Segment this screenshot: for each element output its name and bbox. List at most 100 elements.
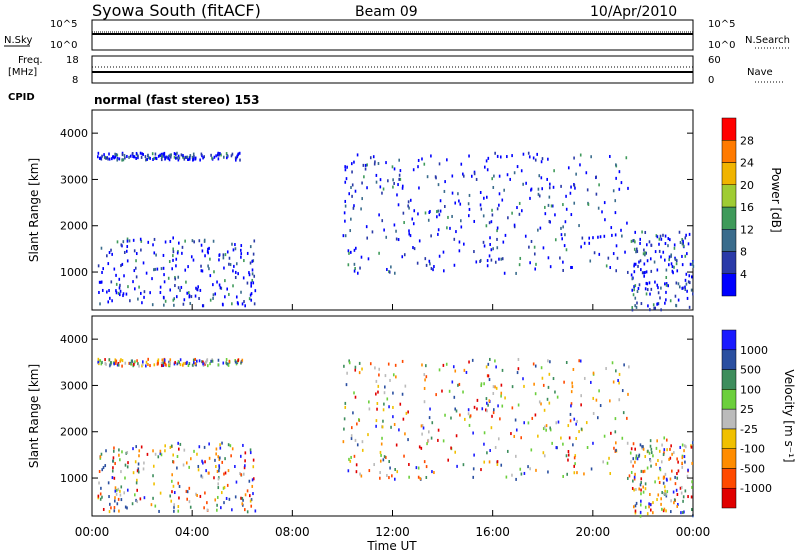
echo-cell (427, 438, 430, 442)
echo-cell (207, 264, 209, 268)
echo-cell (375, 424, 377, 428)
echo-cell (344, 219, 346, 223)
echo-cell (570, 213, 573, 217)
echo-cell (379, 459, 382, 463)
echo-cell (635, 454, 638, 458)
echo-cell (244, 459, 246, 463)
echo-cell (640, 499, 642, 503)
echo-cell (642, 470, 645, 474)
echo-cell (134, 266, 137, 270)
echo-cell (430, 436, 433, 440)
echo-cell (169, 239, 172, 243)
echo-cell (389, 378, 391, 382)
freq-label: Freq. (18, 55, 43, 66)
echo-cell (437, 232, 439, 236)
echo-cell (569, 419, 572, 423)
echo-cell (563, 244, 566, 248)
echo-cell (178, 484, 181, 488)
echo-cell (583, 472, 585, 476)
echo-cell (678, 230, 681, 234)
echo-cell (586, 188, 589, 192)
echo-cell (424, 257, 427, 261)
echo-cell (454, 201, 457, 205)
echo-cell (239, 454, 242, 458)
echo-cell (653, 306, 656, 310)
echo-cell (430, 234, 432, 238)
echo-cell (615, 269, 618, 273)
echo-cell (537, 228, 539, 232)
echo-cell (254, 289, 257, 293)
echo-cell (683, 455, 686, 459)
x-tick-label: 20:00 (576, 525, 611, 539)
echo-cell (592, 396, 595, 400)
echo-cell (190, 255, 193, 259)
echo-cell (212, 296, 214, 300)
echo-cell (627, 392, 629, 396)
x-tick-label: 08:00 (275, 525, 310, 539)
echo-cell (423, 400, 426, 404)
echo-cell (592, 236, 594, 240)
echo-cell (129, 361, 132, 365)
echo-cell (242, 498, 244, 502)
echo-cell (198, 239, 201, 243)
echo-cell (686, 252, 688, 256)
echo-cell (112, 456, 115, 460)
echo-cell (399, 169, 402, 173)
y-tick-label: 4000 (60, 333, 88, 346)
echo-cell (108, 152, 110, 156)
echo-cell (498, 203, 500, 207)
echo-cell (172, 258, 174, 262)
echo-cell (476, 407, 478, 411)
echo-cell (358, 371, 361, 375)
echo-cell (580, 394, 582, 398)
echo-cell (177, 158, 180, 162)
echo-cell (235, 480, 238, 484)
echo-cell (136, 488, 138, 492)
echo-cell (137, 467, 140, 471)
echo-cell (412, 168, 415, 172)
echo-cell (460, 225, 463, 229)
echo-cell (249, 499, 252, 503)
echo-cell (162, 266, 165, 270)
echo-cell (674, 482, 677, 486)
echo-cell (633, 488, 635, 492)
echo-cell (632, 479, 634, 483)
echo-cell (97, 151, 100, 155)
echo-cell (159, 285, 162, 289)
echo-cell (425, 475, 428, 479)
echo-cell (177, 441, 179, 445)
echo-cell (578, 359, 580, 363)
echo-cell (121, 262, 124, 266)
echo-cell (652, 303, 655, 307)
echo-cell (344, 165, 346, 169)
echo-cell (634, 447, 636, 451)
echo-cell (670, 444, 672, 448)
echo-cell (383, 391, 386, 395)
echo-cell (358, 361, 361, 365)
echo-cell (225, 358, 228, 362)
echo-cell (356, 271, 359, 275)
echo-cell (485, 408, 487, 412)
colorbar-segment (721, 468, 737, 489)
echo-cell (603, 434, 606, 438)
echo-cell (124, 361, 127, 365)
echo-cell (691, 485, 693, 489)
echo-cell (163, 154, 165, 158)
echo-cell (590, 467, 593, 471)
echo-cell (654, 250, 657, 254)
echo-cell (147, 240, 150, 244)
echo-cell (615, 448, 617, 452)
echo-cell (640, 481, 642, 485)
echo-cell (561, 237, 563, 241)
echo-cell (350, 455, 352, 459)
echo-cell (481, 407, 484, 411)
echo-cell (104, 358, 106, 362)
echo-cell (136, 478, 138, 482)
echo-cell (395, 237, 398, 241)
echo-cell (250, 504, 253, 508)
echo-cell (513, 225, 516, 229)
echo-cell (162, 152, 164, 156)
echo-cell (216, 495, 219, 499)
echo-cell (681, 443, 684, 447)
